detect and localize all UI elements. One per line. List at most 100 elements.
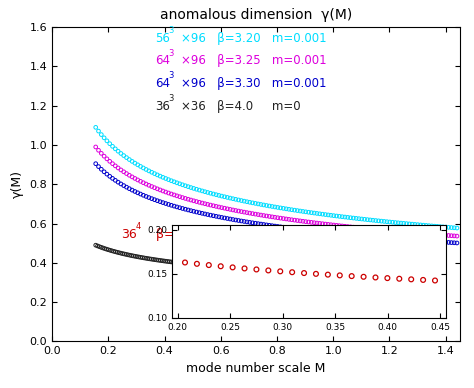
Point bbox=[319, 211, 326, 217]
Point bbox=[330, 213, 337, 219]
Point bbox=[389, 219, 396, 225]
Point bbox=[179, 194, 186, 201]
Text: ×96   β=3.25   m=0.001: ×96 β=3.25 m=0.001 bbox=[182, 54, 327, 68]
Point bbox=[103, 138, 111, 144]
Point bbox=[106, 173, 113, 179]
Point bbox=[165, 258, 173, 265]
Point bbox=[151, 256, 159, 263]
Point bbox=[389, 235, 396, 241]
Point bbox=[394, 236, 402, 242]
Point bbox=[162, 175, 170, 182]
Point bbox=[285, 206, 293, 212]
Point bbox=[434, 239, 441, 245]
Point bbox=[442, 239, 449, 245]
Point bbox=[369, 217, 377, 223]
Point bbox=[428, 238, 436, 244]
Point bbox=[280, 205, 287, 211]
Point bbox=[358, 216, 365, 222]
Point bbox=[114, 148, 122, 154]
Point bbox=[296, 226, 304, 232]
Point bbox=[212, 192, 220, 198]
Point bbox=[142, 181, 150, 187]
Point bbox=[162, 258, 170, 264]
Point bbox=[257, 201, 265, 208]
Text: 36: 36 bbox=[155, 100, 170, 113]
Point bbox=[336, 213, 343, 220]
Point bbox=[380, 218, 388, 225]
Point bbox=[437, 223, 444, 230]
Point bbox=[207, 212, 214, 218]
Point bbox=[397, 229, 405, 235]
Point bbox=[450, 233, 458, 239]
Point bbox=[277, 215, 284, 221]
Point bbox=[434, 232, 441, 238]
Point bbox=[361, 216, 368, 222]
Point bbox=[293, 226, 301, 232]
Point bbox=[176, 260, 184, 266]
Point bbox=[114, 165, 122, 171]
Point bbox=[159, 188, 167, 194]
Point bbox=[442, 224, 449, 230]
Point bbox=[130, 253, 137, 259]
Point bbox=[111, 146, 119, 152]
Point bbox=[165, 190, 173, 196]
Point bbox=[149, 256, 157, 263]
Point bbox=[153, 257, 161, 263]
Point bbox=[277, 205, 284, 211]
Point bbox=[162, 189, 170, 195]
Point bbox=[201, 201, 209, 207]
Point bbox=[134, 190, 142, 196]
Point bbox=[224, 206, 231, 212]
Point bbox=[182, 260, 189, 267]
Point bbox=[428, 223, 436, 229]
Point bbox=[257, 212, 265, 218]
Point bbox=[120, 152, 128, 159]
Point bbox=[176, 181, 183, 187]
Point bbox=[263, 213, 270, 219]
Point bbox=[333, 230, 340, 236]
Point bbox=[437, 232, 444, 238]
Point bbox=[193, 209, 201, 215]
Point bbox=[425, 223, 433, 229]
Point bbox=[158, 258, 166, 264]
Point bbox=[221, 205, 228, 211]
Point bbox=[218, 214, 226, 220]
Point bbox=[180, 260, 188, 267]
Point bbox=[249, 211, 256, 217]
Point bbox=[324, 229, 332, 236]
Point bbox=[392, 236, 399, 242]
Point bbox=[409, 237, 416, 243]
Point bbox=[240, 218, 248, 225]
Point bbox=[316, 211, 324, 217]
Point bbox=[237, 208, 245, 215]
Point bbox=[145, 194, 153, 201]
Point bbox=[135, 254, 143, 260]
Point bbox=[128, 253, 136, 259]
Point bbox=[313, 210, 321, 217]
Point bbox=[99, 245, 107, 251]
Point bbox=[366, 226, 374, 232]
Point bbox=[165, 177, 173, 183]
Point bbox=[103, 171, 111, 177]
Point bbox=[198, 188, 206, 194]
Point bbox=[218, 193, 226, 199]
Point bbox=[126, 156, 133, 163]
Point bbox=[113, 249, 121, 255]
Point bbox=[406, 221, 413, 227]
Point bbox=[151, 185, 158, 191]
Point bbox=[305, 227, 312, 234]
Point bbox=[403, 220, 410, 227]
Point bbox=[336, 230, 343, 237]
Point bbox=[162, 201, 170, 207]
Point bbox=[447, 239, 455, 246]
Point bbox=[229, 196, 237, 202]
Point bbox=[419, 230, 427, 237]
Point bbox=[196, 187, 203, 193]
Point bbox=[260, 222, 267, 228]
Point bbox=[232, 196, 239, 203]
Point bbox=[330, 230, 337, 236]
Point bbox=[156, 173, 164, 179]
Point bbox=[447, 224, 455, 230]
Point bbox=[196, 199, 203, 205]
Point bbox=[392, 228, 399, 234]
